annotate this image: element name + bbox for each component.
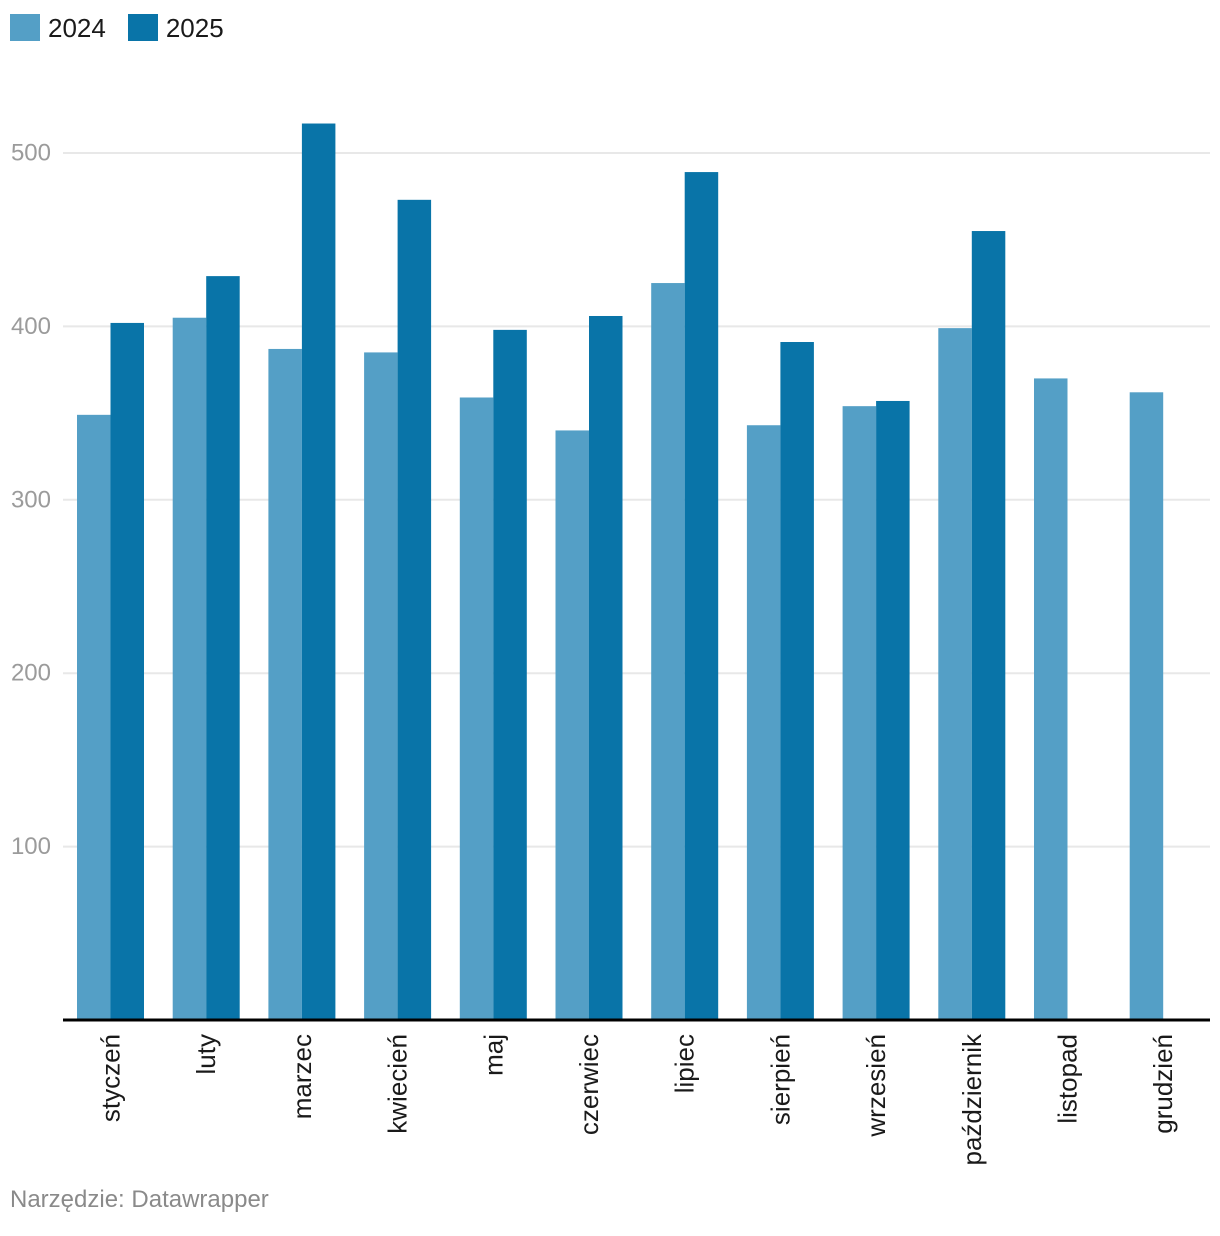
y-tick-label-400: 400 [11,313,51,340]
y-tick-label-100: 100 [11,833,51,860]
chart-footer: Narzędzie: Datawrapper [10,1186,269,1214]
x-axis-label-luty: luty [191,1034,221,1074]
legend-label: 2025 [165,12,224,43]
bar-2025-styczeń[interactable] [110,322,145,1020]
bar-2025-październik[interactable] [971,231,1006,1020]
x-axis-label-kwiecień: kwiecień [383,1034,413,1134]
bar-2024-listopad[interactable] [1034,378,1068,1020]
x-axis-label-sierpień: sierpień [765,1034,795,1125]
x-axis-label-grudzień: grudzień [1148,1034,1178,1134]
bar-2025-marzec[interactable] [301,123,336,1021]
legend-item-2025: 2025 [127,12,224,43]
bar-2024-styczeń[interactable] [77,414,111,1021]
bar-2024-luty[interactable] [172,317,207,1021]
x-axis-label-październik: październik [957,1033,987,1166]
bar-2024-wrzesień[interactable] [842,406,877,1020]
x-axis-label-marzec: marzec [287,1034,317,1119]
x-axis-label-lipiec: lipiec [670,1034,700,1093]
legend-swatch-2025 [127,14,158,41]
y-tick-label-500: 500 [11,140,51,167]
footer-text: Narzędzie: Datawrapper [10,1186,269,1213]
bar-2025-kwiecień[interactable] [397,199,432,1020]
legend-label: 2024 [48,12,106,43]
x-axis-label-czerwiec: czerwiec [574,1034,604,1135]
bar-2024-październik[interactable] [938,328,972,1020]
x-axis-label-listopad: listopad [1053,1034,1083,1124]
bar-2024-marzec[interactable] [268,348,302,1020]
bar-2024-kwiecień[interactable] [364,352,398,1020]
bar-2024-grudzień[interactable] [1129,392,1164,1020]
legend: 2024 2025 [10,14,224,41]
legend-item-2024: 2024 [10,14,106,41]
bar-2024-czerwiec[interactable] [555,430,590,1020]
bar-2025-czerwiec[interactable] [589,315,623,1021]
bar-2024-lipiec[interactable] [651,283,685,1020]
bar-chart: 100 200 300 400 500 styczeń luty marzec kwiecień… [11,123,1210,1166]
bar-2025-sierpień[interactable] [780,342,814,1021]
y-tick-label-200: 200 [11,660,51,687]
x-axis-label-styczeń: styczeń [96,1034,126,1122]
bar-2025-maj[interactable] [493,329,527,1020]
x-axis-label-maj: maj [478,1034,508,1076]
bar-2024-sierpień[interactable] [746,425,781,1020]
bar-2025-wrzesień[interactable] [876,400,910,1020]
y-tick-label-300: 300 [11,486,51,513]
x-axis-label-wrzesień: wrzesień [861,1034,891,1138]
legend-swatch-2024 [10,14,40,41]
bar-2025-lipiec[interactable] [684,172,719,1021]
bar-2024-maj[interactable] [459,397,494,1020]
bar-2025-luty[interactable] [206,276,240,1020]
